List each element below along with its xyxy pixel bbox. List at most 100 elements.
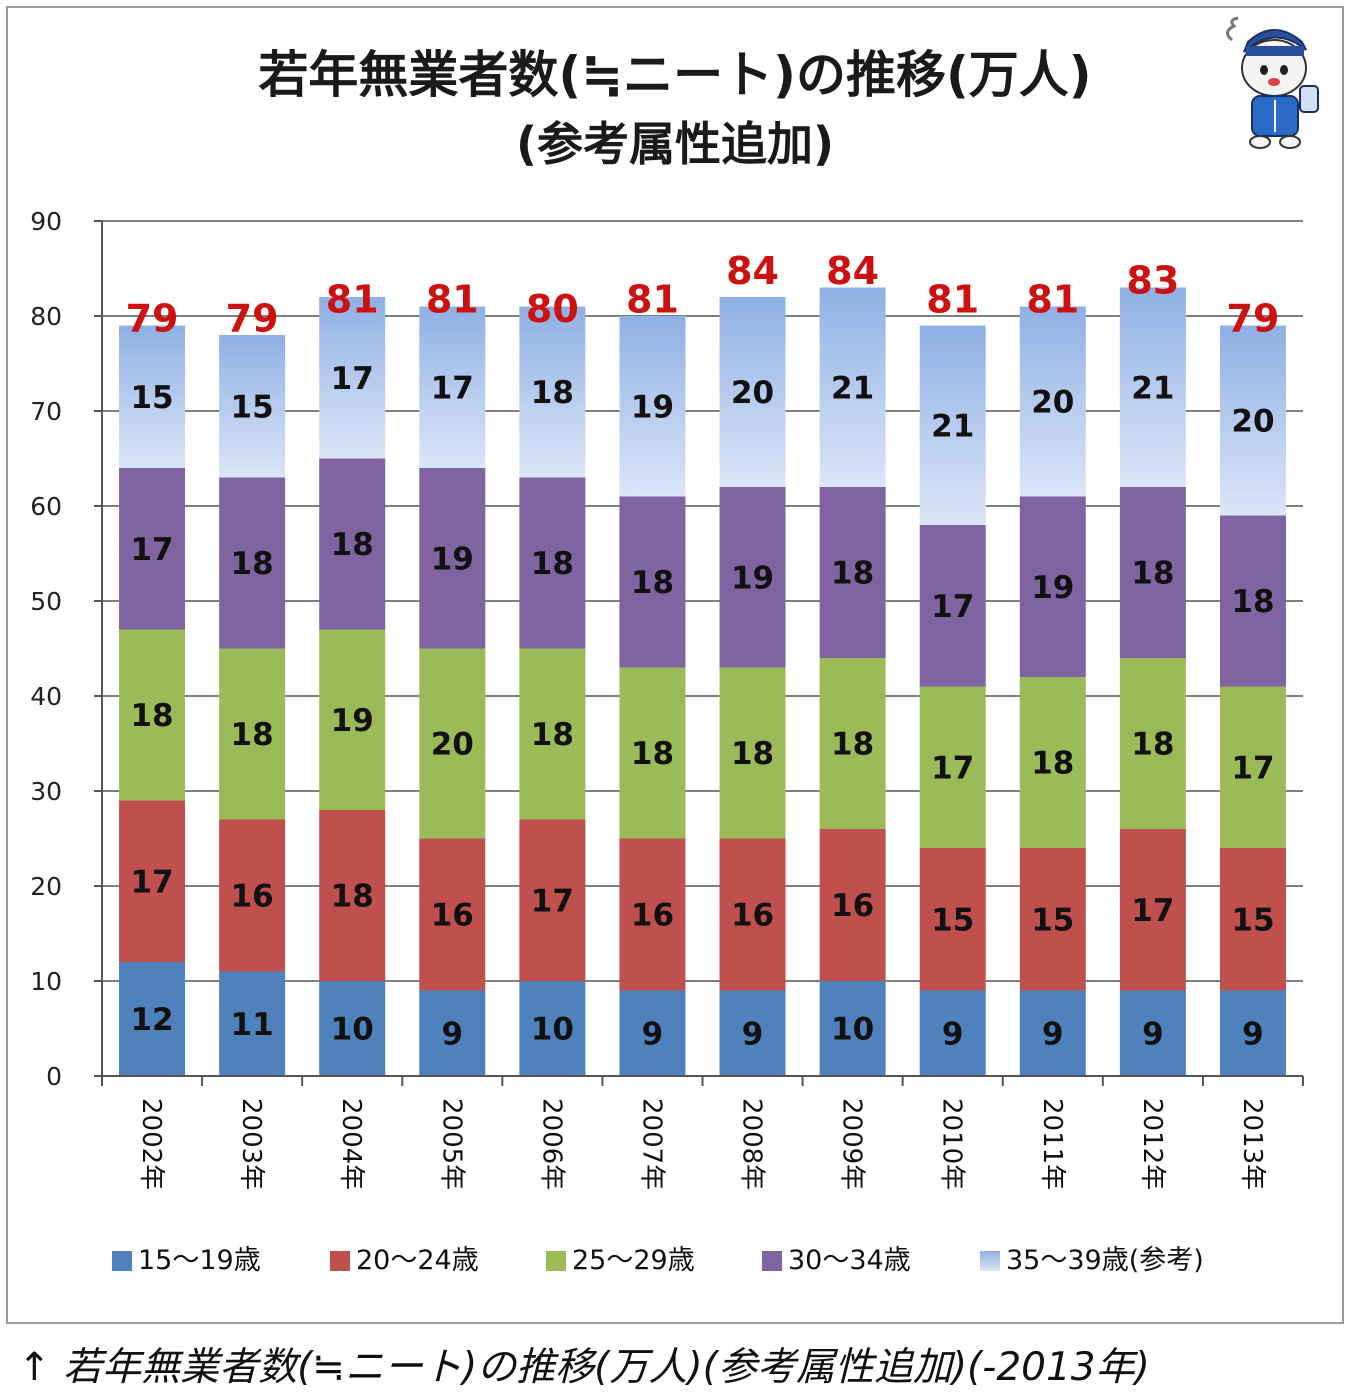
y-tick-label: 90 xyxy=(30,207,62,236)
data-label: 20 xyxy=(731,375,774,411)
total-label: 81 xyxy=(1026,278,1079,322)
x-tick-label: 2010年 xyxy=(937,1098,967,1190)
bar-segment xyxy=(119,800,186,962)
bar-segment xyxy=(319,297,386,459)
y-tick-label: 10 xyxy=(30,967,62,996)
legend-swatch xyxy=(112,1251,132,1271)
bar-segment xyxy=(319,629,386,810)
bar-segment xyxy=(119,962,186,1076)
data-label: 21 xyxy=(1131,370,1174,406)
legend-label: 30〜34歳 xyxy=(788,1245,911,1276)
total-label: 81 xyxy=(326,278,379,322)
y-tick-label: 70 xyxy=(30,397,62,426)
bar-segment xyxy=(419,648,486,839)
bar-segment xyxy=(619,316,686,497)
data-label: 20 xyxy=(431,727,474,763)
data-label: 18 xyxy=(531,717,574,753)
bar-segment xyxy=(1219,325,1286,516)
y-tick-label: 50 xyxy=(30,587,62,616)
bar-segment xyxy=(719,838,786,991)
x-tick-label: 2005年 xyxy=(436,1098,466,1190)
bar-segment xyxy=(719,990,786,1076)
bar-segment xyxy=(1219,686,1286,848)
bar-segment xyxy=(1219,848,1286,991)
total-label: 84 xyxy=(726,249,779,293)
data-label: 9 xyxy=(1142,1016,1164,1052)
data-label: 17 xyxy=(130,532,173,568)
bar-segment xyxy=(419,990,486,1076)
bar-segment xyxy=(319,458,386,630)
x-tick-label: 2012年 xyxy=(1137,1098,1167,1190)
data-label: 19 xyxy=(431,541,474,577)
data-label: 15 xyxy=(231,389,274,425)
data-label: 18 xyxy=(1131,556,1174,592)
data-label: 18 xyxy=(1031,746,1074,782)
data-label: 18 xyxy=(531,546,574,582)
data-label: 18 xyxy=(231,717,274,753)
y-tick-label: 30 xyxy=(30,777,62,806)
data-label: 17 xyxy=(531,883,574,919)
x-tick-label: 2004年 xyxy=(336,1098,366,1190)
chart-title: 若年無業者数(≒ニート)の推移(万人) xyxy=(258,46,1091,104)
bar-segment xyxy=(1119,658,1186,829)
total-label: 83 xyxy=(1126,259,1179,303)
x-tick-label: 2009年 xyxy=(837,1098,867,1190)
legend-label: 20〜24歳 xyxy=(356,1245,479,1276)
bar-segment xyxy=(1019,990,1086,1076)
y-tick-label: 0 xyxy=(46,1062,62,1091)
bar-segment xyxy=(419,306,486,468)
legend-swatch xyxy=(546,1251,566,1271)
data-label: 9 xyxy=(742,1016,764,1052)
bar-segment xyxy=(819,487,886,658)
data-label: 15 xyxy=(1031,902,1074,938)
bar-segment xyxy=(719,297,786,487)
total-label: 81 xyxy=(926,278,979,322)
data-label: 18 xyxy=(631,736,674,772)
bar-segment xyxy=(519,306,586,478)
data-label: 15 xyxy=(931,902,974,938)
data-label: 9 xyxy=(642,1016,664,1052)
bar-segment xyxy=(119,325,186,468)
x-tick-label: 2008年 xyxy=(737,1098,767,1190)
bar-segment xyxy=(1219,990,1286,1076)
figure-caption: ↑ 若年無業者数(≒ニート)の推移(万人)(参考属性追加)(-2013年) xyxy=(18,1345,1150,1390)
data-label: 16 xyxy=(831,888,874,924)
total-label: 79 xyxy=(226,297,279,341)
bar-segment xyxy=(519,477,586,649)
data-label: 20 xyxy=(1031,385,1074,421)
y-tick-label: 80 xyxy=(30,302,62,331)
bar-segment xyxy=(1119,829,1186,991)
data-label: 17 xyxy=(1231,750,1274,786)
legend-label: 25〜29歳 xyxy=(572,1245,695,1276)
data-label: 16 xyxy=(431,898,474,934)
bar-segment xyxy=(819,829,886,981)
bar-segment xyxy=(1219,515,1286,687)
legend-swatch xyxy=(762,1251,782,1271)
bar-segment xyxy=(519,648,586,820)
total-label: 80 xyxy=(526,287,579,331)
data-label: 9 xyxy=(1042,1016,1064,1052)
data-label: 18 xyxy=(331,879,374,915)
data-label: 18 xyxy=(1231,584,1274,620)
bar-segment xyxy=(419,468,486,649)
data-label: 16 xyxy=(731,898,774,934)
legend-label: 15〜19歳 xyxy=(138,1245,261,1276)
data-label: 17 xyxy=(130,864,173,900)
bar-segment xyxy=(1119,487,1186,658)
bar-segment xyxy=(919,525,986,687)
legend-label: 35〜39歳(参考) xyxy=(1006,1245,1204,1276)
bar-segment xyxy=(919,325,986,525)
data-label: 19 xyxy=(331,703,374,739)
data-label: 15 xyxy=(130,380,173,416)
data-label: 10 xyxy=(531,1012,574,1048)
bar-segment xyxy=(219,819,286,972)
x-tick-label: 2002年 xyxy=(136,1098,166,1190)
bar-segment xyxy=(1119,990,1186,1076)
bar-segment xyxy=(719,487,786,668)
data-label: 19 xyxy=(1031,570,1074,606)
bar-segment xyxy=(719,667,786,839)
data-label: 9 xyxy=(942,1016,964,1052)
bar-segment xyxy=(219,648,286,820)
data-label: 10 xyxy=(331,1012,374,1048)
bar-segment xyxy=(819,981,886,1076)
